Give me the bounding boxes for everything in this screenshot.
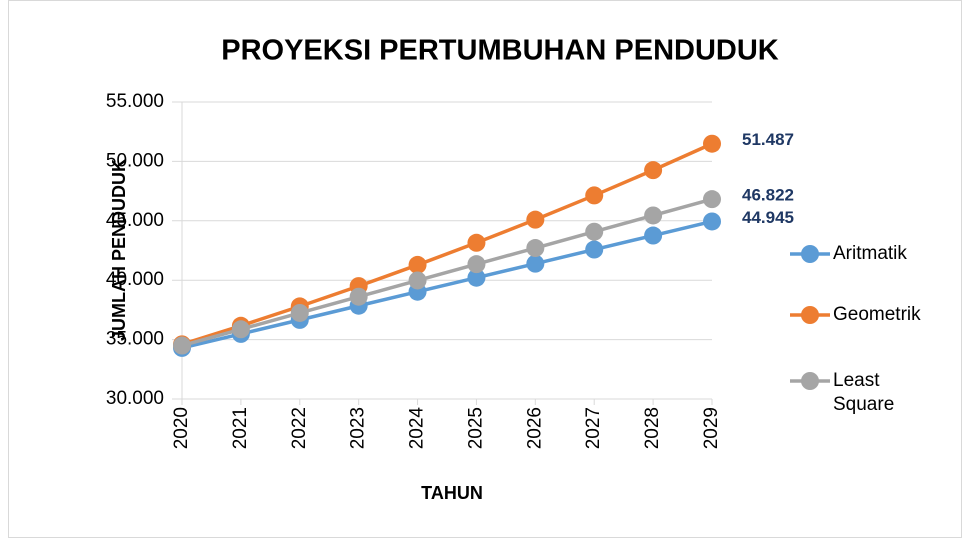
x-tick-label: 2023 (348, 407, 369, 449)
data-label: 46.822 (742, 186, 794, 205)
y-tick-label: 30.000 (106, 388, 164, 409)
data-label: 44.945 (742, 208, 794, 227)
data-point (467, 233, 486, 252)
legend-marker (801, 372, 819, 390)
x-tick-label: 2020 (171, 407, 192, 449)
data-point (467, 255, 486, 274)
data-point (644, 161, 663, 180)
data-point (231, 320, 250, 339)
series-line (181, 219, 713, 350)
x-tick-label: 2029 (701, 407, 722, 449)
x-tick-label: 2022 (289, 407, 310, 449)
series-line (181, 142, 713, 347)
legend-label: Aritmatik (833, 243, 907, 264)
chart-border (8, 0, 962, 538)
data-point (526, 239, 545, 258)
data-point (585, 240, 604, 259)
data-point (644, 206, 663, 225)
x-tick-label: 2027 (583, 407, 604, 449)
data-point (290, 303, 309, 322)
legend-label: Least Square (833, 370, 895, 415)
data-point (467, 268, 486, 287)
chart-title: PROYEKSI PERTUMBUHAN PENDUDUK (221, 35, 779, 67)
data-point (173, 336, 191, 355)
series-line (181, 197, 713, 348)
y-tick-label: 35.000 (106, 329, 164, 350)
x-tick-label: 2028 (642, 407, 663, 449)
data-label: 51.487 (742, 130, 794, 149)
data-point (644, 226, 663, 245)
data-point (408, 255, 427, 274)
legend-label: Geometrik (833, 304, 921, 325)
x-tick-label: 2025 (465, 407, 486, 449)
data-point (408, 271, 427, 290)
y-axis-title: JUMLAH PENDUDUK (109, 159, 129, 341)
data-point (703, 190, 721, 209)
data-point (349, 287, 368, 306)
x-tick-label: 2021 (230, 407, 251, 449)
legend-marker (801, 306, 819, 324)
data-point (585, 222, 604, 241)
x-tick-label: 2024 (407, 407, 428, 450)
y-tick-label: 45.000 (106, 210, 164, 231)
y-tick-label: 40.000 (106, 269, 164, 290)
y-tick-label: 50.000 (106, 150, 164, 171)
legend-marker (801, 245, 819, 263)
x-tick-label: 2026 (524, 407, 545, 449)
data-point (526, 210, 545, 229)
data-point (703, 212, 721, 231)
data-point (526, 254, 545, 273)
data-point (585, 186, 604, 205)
data-point (703, 134, 721, 153)
y-tick-label: 55.000 (106, 91, 164, 112)
x-axis-title: TAHUN (421, 483, 483, 503)
